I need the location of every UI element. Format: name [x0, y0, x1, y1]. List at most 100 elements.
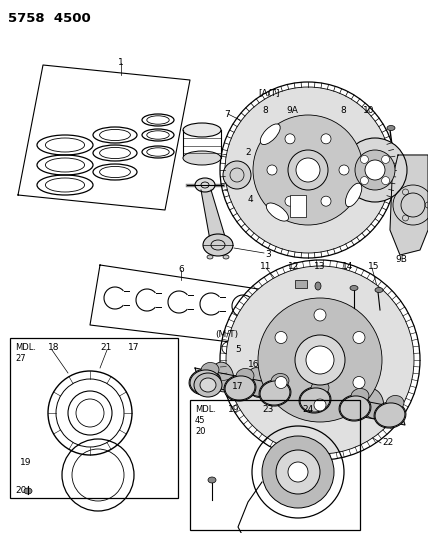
Ellipse shape — [387, 125, 395, 131]
Circle shape — [288, 150, 328, 190]
Circle shape — [382, 156, 389, 164]
Circle shape — [353, 376, 365, 389]
Circle shape — [360, 156, 369, 164]
Text: 27: 27 — [15, 354, 26, 363]
Circle shape — [223, 161, 251, 189]
Text: 19: 19 — [228, 405, 240, 414]
Circle shape — [306, 346, 334, 374]
Text: 12: 12 — [288, 262, 299, 271]
Ellipse shape — [386, 395, 404, 410]
Circle shape — [288, 462, 308, 482]
Ellipse shape — [194, 373, 222, 397]
Ellipse shape — [300, 388, 330, 412]
Ellipse shape — [324, 381, 346, 411]
Circle shape — [296, 158, 320, 182]
Bar — [190, 400, 360, 530]
Circle shape — [360, 176, 369, 184]
Ellipse shape — [351, 389, 369, 403]
Text: MDL.: MDL. — [195, 405, 216, 414]
Ellipse shape — [271, 374, 289, 389]
Circle shape — [285, 196, 295, 206]
Text: 6: 6 — [178, 265, 184, 274]
Ellipse shape — [183, 123, 221, 137]
Text: 21: 21 — [100, 343, 111, 352]
Circle shape — [365, 160, 385, 180]
Ellipse shape — [374, 402, 406, 428]
Text: 23: 23 — [262, 405, 273, 414]
Text: 14: 14 — [342, 262, 354, 271]
Circle shape — [285, 134, 295, 144]
Text: 17: 17 — [232, 382, 244, 391]
Ellipse shape — [315, 282, 321, 290]
Circle shape — [314, 309, 326, 321]
Bar — [290, 195, 306, 217]
Circle shape — [275, 376, 287, 389]
Ellipse shape — [207, 255, 213, 259]
Polygon shape — [201, 190, 226, 240]
Text: 2: 2 — [245, 148, 251, 157]
Ellipse shape — [284, 374, 306, 403]
Circle shape — [295, 335, 345, 385]
Circle shape — [262, 436, 334, 508]
Text: 13: 13 — [314, 262, 326, 271]
Ellipse shape — [236, 368, 254, 384]
Polygon shape — [195, 368, 405, 425]
Text: 45: 45 — [195, 416, 205, 425]
Bar — [295, 280, 307, 288]
Text: (M/T): (M/T) — [215, 330, 238, 339]
Circle shape — [225, 87, 391, 253]
Text: 17: 17 — [128, 343, 140, 352]
Ellipse shape — [195, 178, 215, 192]
Circle shape — [382, 176, 389, 184]
Ellipse shape — [183, 151, 221, 165]
Text: 19: 19 — [20, 458, 32, 467]
Text: 4: 4 — [248, 195, 254, 204]
Ellipse shape — [340, 396, 370, 420]
Circle shape — [276, 450, 320, 494]
Text: 9A: 9A — [286, 106, 298, 115]
Ellipse shape — [208, 477, 216, 483]
Text: 3: 3 — [265, 250, 271, 259]
Ellipse shape — [190, 370, 220, 394]
Ellipse shape — [201, 362, 219, 377]
Ellipse shape — [260, 124, 280, 144]
Circle shape — [321, 196, 331, 206]
Ellipse shape — [266, 203, 288, 221]
Circle shape — [314, 399, 326, 411]
Ellipse shape — [200, 378, 216, 392]
Circle shape — [253, 115, 363, 225]
Text: 5758  4500: 5758 4500 — [8, 12, 91, 25]
Ellipse shape — [211, 362, 234, 392]
Text: 18: 18 — [48, 343, 59, 352]
Ellipse shape — [375, 403, 405, 427]
Ellipse shape — [361, 389, 383, 418]
Circle shape — [355, 150, 395, 190]
Circle shape — [267, 165, 277, 175]
Ellipse shape — [260, 381, 290, 405]
Circle shape — [275, 332, 287, 343]
Text: MDL.: MDL. — [15, 343, 36, 352]
Circle shape — [339, 165, 349, 175]
Ellipse shape — [339, 395, 371, 421]
Text: 11: 11 — [260, 262, 271, 271]
Ellipse shape — [350, 286, 358, 290]
Ellipse shape — [259, 380, 291, 406]
Ellipse shape — [24, 488, 32, 494]
Ellipse shape — [299, 387, 331, 413]
Ellipse shape — [247, 368, 269, 398]
Text: 15: 15 — [368, 262, 380, 271]
Circle shape — [353, 332, 365, 343]
Text: 20: 20 — [195, 427, 205, 436]
Text: 5: 5 — [235, 345, 241, 354]
Ellipse shape — [375, 287, 383, 293]
Ellipse shape — [225, 376, 255, 400]
Text: 20: 20 — [15, 486, 27, 495]
Ellipse shape — [345, 183, 362, 207]
Bar — [10, 338, 178, 498]
Ellipse shape — [189, 369, 221, 395]
Circle shape — [321, 134, 331, 144]
Circle shape — [258, 298, 382, 422]
Text: 16: 16 — [248, 360, 259, 369]
Circle shape — [226, 266, 414, 454]
Ellipse shape — [203, 234, 233, 256]
